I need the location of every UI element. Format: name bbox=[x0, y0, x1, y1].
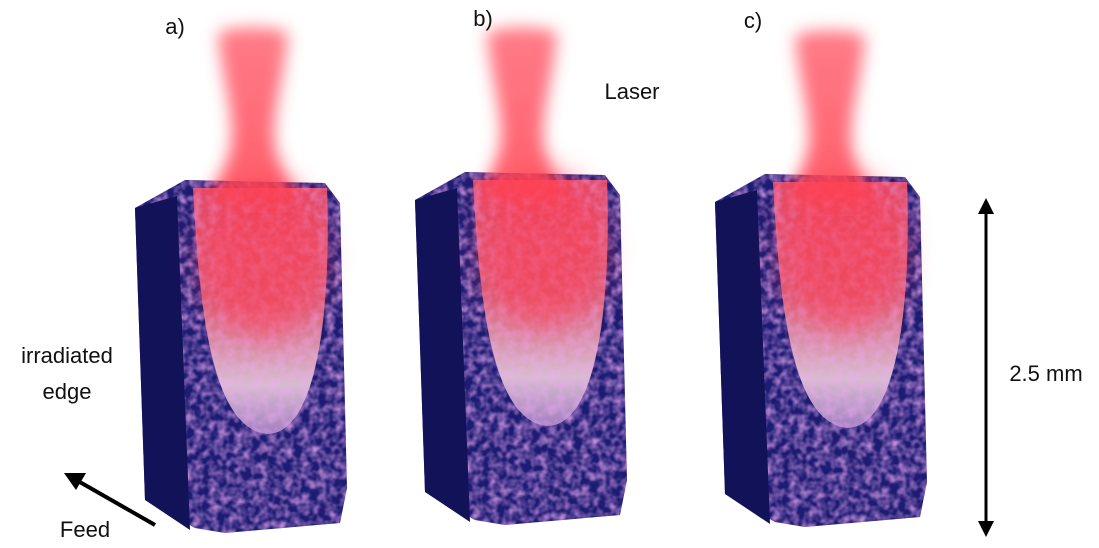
laser-beam-b bbox=[477, 28, 567, 201]
edge-label: edge bbox=[43, 379, 92, 404]
sample-block-c bbox=[715, 172, 927, 527]
feed-label: Feed bbox=[60, 517, 110, 542]
panel-label: b) bbox=[473, 6, 493, 31]
figure: a) b) c) Laser irradiated edge Feed 2.5 … bbox=[0, 0, 1099, 548]
laser-label: Laser bbox=[604, 79, 659, 104]
scale-label: 2.5 mm bbox=[1009, 361, 1082, 386]
panel-label: a) bbox=[165, 14, 185, 39]
sample-block-b bbox=[415, 170, 627, 525]
edge-label: irradiated bbox=[21, 343, 113, 368]
laser-beam-a bbox=[208, 28, 298, 201]
panel-label: c) bbox=[744, 8, 762, 33]
scale-arrow bbox=[978, 198, 994, 537]
sample-block-a bbox=[135, 178, 347, 533]
laser-beam-c bbox=[785, 31, 875, 204]
